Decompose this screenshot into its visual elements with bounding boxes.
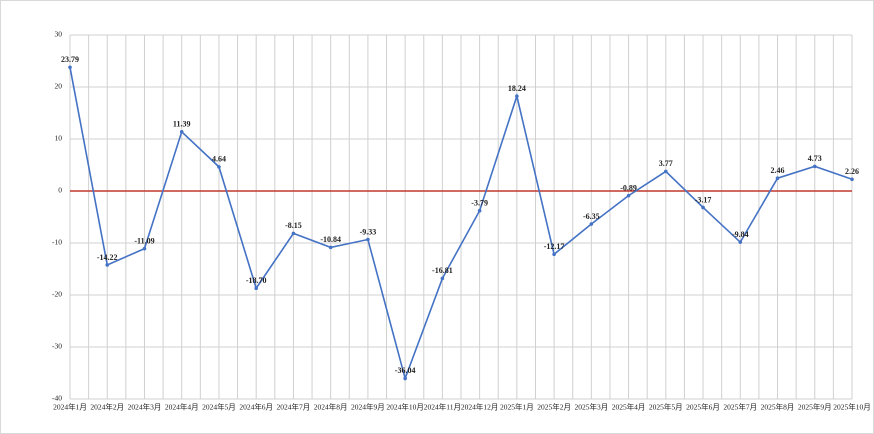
x-tick-label: 2024年12月 bbox=[461, 402, 499, 412]
value-label: -12.17 bbox=[544, 242, 565, 251]
y-tick-label: 0 bbox=[58, 186, 62, 195]
value-label: 18.24 bbox=[508, 84, 526, 93]
point bbox=[403, 376, 407, 381]
value-label: -3.79 bbox=[471, 199, 488, 208]
x-tick-label: 2024年10月 bbox=[386, 402, 424, 412]
point bbox=[812, 164, 817, 169]
point bbox=[552, 252, 556, 257]
y-tick-label: -10 bbox=[52, 238, 62, 247]
value-label: 2.46 bbox=[771, 166, 785, 175]
point bbox=[589, 222, 594, 226]
point bbox=[68, 65, 72, 70]
x-tick-label: 2025年4月 bbox=[612, 402, 646, 412]
x-tick-label: 2024年7月 bbox=[277, 402, 311, 412]
point bbox=[440, 276, 445, 281]
value-label: -36.04 bbox=[395, 366, 416, 375]
value-label: -0.89 bbox=[620, 183, 637, 192]
value-label: -16.81 bbox=[432, 266, 453, 275]
value-label: 23.79 bbox=[61, 55, 79, 64]
point bbox=[179, 129, 184, 134]
value-label: 2.26 bbox=[845, 167, 859, 176]
x-tick-label: 2024年4月 bbox=[165, 402, 199, 412]
x-tick-label: 2024年1月 bbox=[53, 402, 87, 412]
value-label: -11.09 bbox=[134, 236, 154, 245]
point bbox=[515, 94, 519, 98]
point bbox=[701, 205, 705, 210]
x-tick-label: 2025年8月 bbox=[761, 402, 795, 412]
grid bbox=[69, 35, 853, 399]
line-series bbox=[69, 67, 853, 382]
x-tick-label: 2025年6月 bbox=[686, 402, 720, 412]
point bbox=[775, 176, 780, 181]
value-label: -14.22 bbox=[97, 253, 118, 262]
x-tick-label: 2024年9月 bbox=[351, 402, 385, 412]
value-label: -18.70 bbox=[246, 276, 267, 285]
value-label: -3.17 bbox=[695, 195, 712, 204]
value-label: 3.77 bbox=[659, 159, 673, 168]
value-label: -10.84 bbox=[320, 235, 341, 244]
value-label: -6.35 bbox=[583, 212, 600, 221]
x-tick-label: 2025年10月 bbox=[833, 402, 871, 412]
value-label: 4.73 bbox=[808, 154, 822, 163]
y-tick-label: -20 bbox=[52, 290, 62, 299]
x-tick-label: 2025年7月 bbox=[723, 402, 757, 412]
point bbox=[217, 165, 221, 169]
point bbox=[142, 246, 147, 251]
x-tick-label: 2025年9月 bbox=[798, 402, 832, 412]
value-label: -8.15 bbox=[285, 221, 302, 230]
y-tick-label: 10 bbox=[55, 134, 63, 143]
point bbox=[626, 193, 631, 198]
x-tick-label: 2024年8月 bbox=[314, 402, 348, 412]
point bbox=[366, 237, 370, 242]
point bbox=[254, 286, 258, 291]
x-tick-label: 2024年3月 bbox=[128, 402, 162, 412]
value-label: -9.84 bbox=[732, 230, 749, 239]
point bbox=[477, 208, 482, 213]
point bbox=[291, 231, 296, 236]
y-tick-label: 20 bbox=[55, 82, 63, 91]
value-label: 11.39 bbox=[173, 120, 191, 129]
x-tick-label: 2024年11月 bbox=[424, 402, 461, 412]
x-tick-label: 2024年5月 bbox=[202, 402, 236, 412]
point bbox=[105, 263, 110, 267]
x-tick-label: 2025年5月 bbox=[649, 402, 683, 412]
y-tick-label: -40 bbox=[52, 394, 62, 403]
x-tick-label: 2025年1月 bbox=[500, 402, 534, 412]
point bbox=[738, 240, 743, 244]
y-tick-label: -30 bbox=[52, 342, 62, 351]
value-label: -9.33 bbox=[360, 227, 377, 236]
point bbox=[850, 177, 854, 182]
x-tick-label: 2025年2月 bbox=[537, 402, 571, 412]
x-tick-label: 2025年3月 bbox=[574, 402, 608, 412]
x-tick-label: 2024年6月 bbox=[239, 402, 273, 412]
value-label: 4.64 bbox=[212, 155, 226, 164]
point bbox=[664, 169, 668, 174]
y-tick-label: 30 bbox=[55, 30, 63, 39]
x-tick-label: 2024年2月 bbox=[90, 402, 124, 412]
point bbox=[328, 245, 333, 250]
